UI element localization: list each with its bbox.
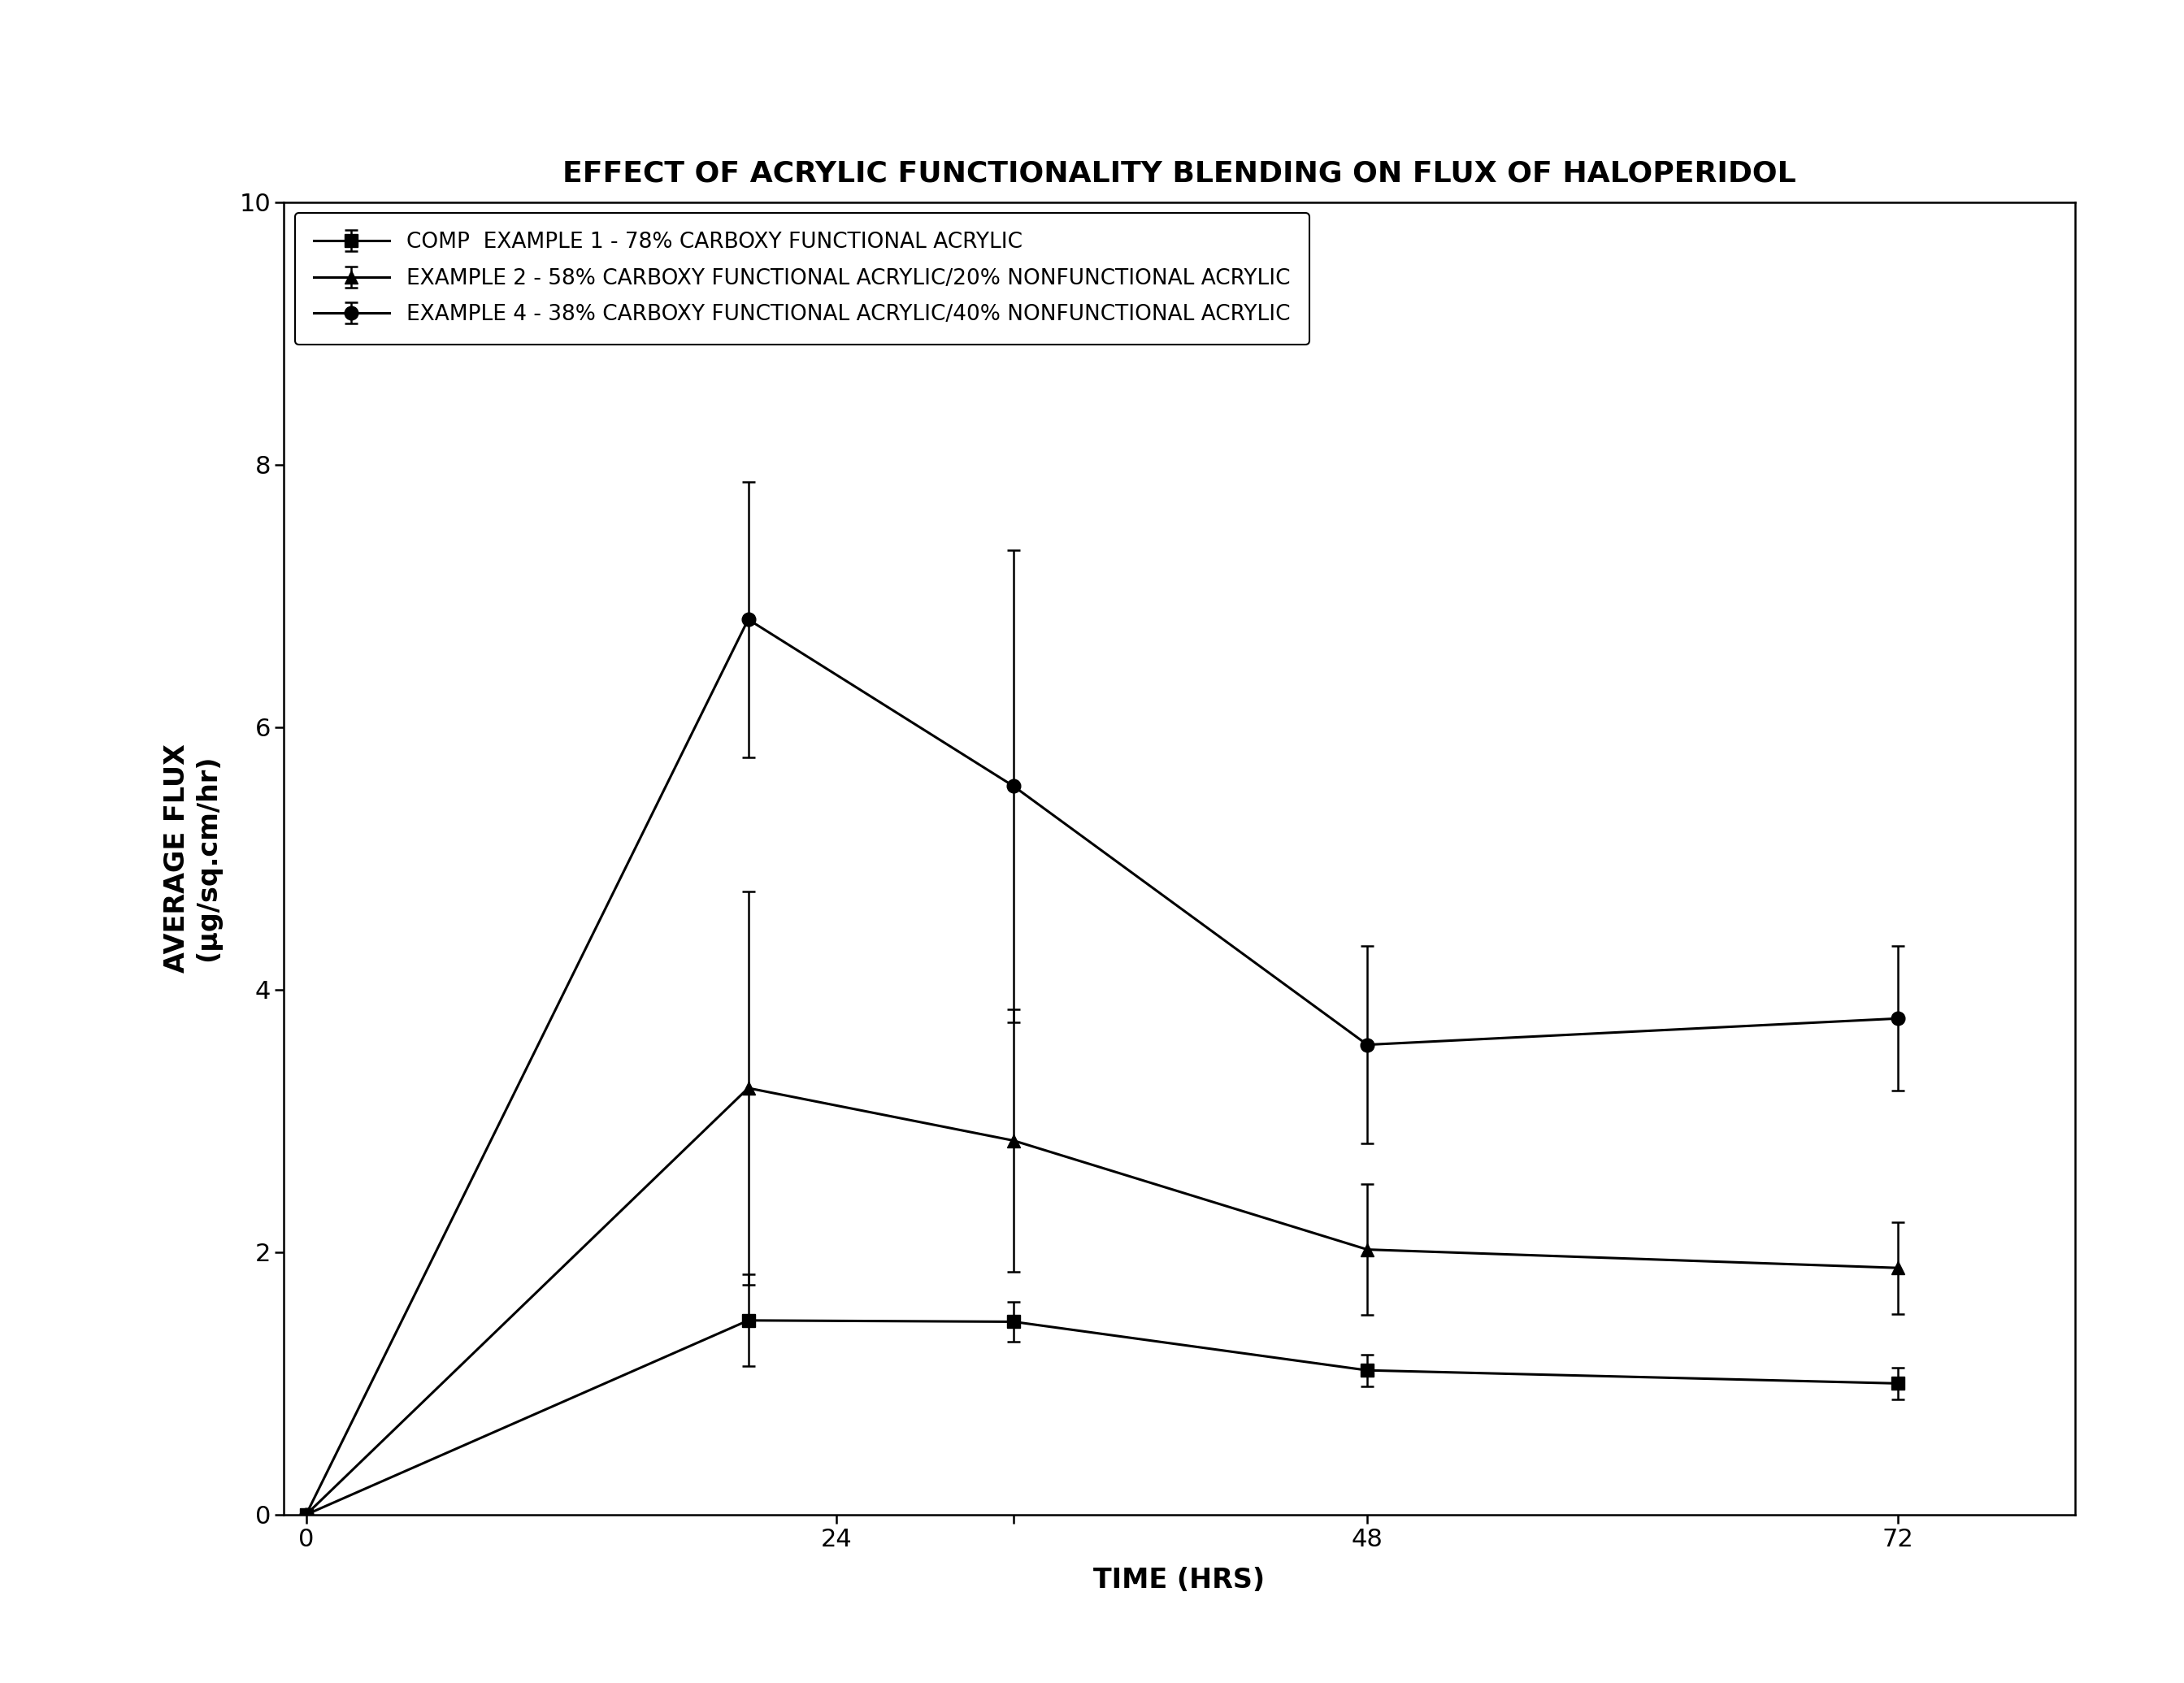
X-axis label: TIME (HRS): TIME (HRS) [1094, 1567, 1265, 1594]
Title: EFFECT OF ACRYLIC FUNCTIONALITY BLENDING ON FLUX OF HALOPERIDOL: EFFECT OF ACRYLIC FUNCTIONALITY BLENDING… [563, 160, 1795, 187]
Y-axis label: AVERAGE FLUX
(μg/sq.cm/hr): AVERAGE FLUX (μg/sq.cm/hr) [164, 744, 221, 973]
Legend: COMP  EXAMPLE 1 - 78% CARBOXY FUNCTIONAL ACRYLIC, EXAMPLE 2 - 58% CARBOXY FUNCTI: COMP EXAMPLE 1 - 78% CARBOXY FUNCTIONAL … [295, 212, 1310, 345]
